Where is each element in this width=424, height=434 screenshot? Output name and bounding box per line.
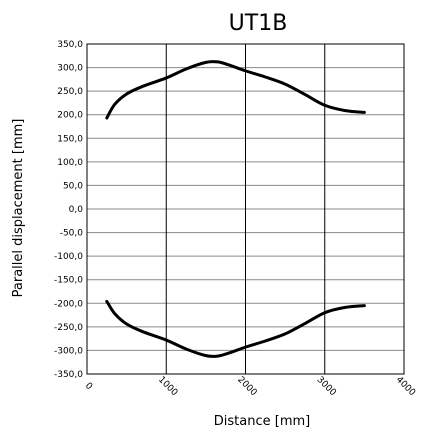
series-line-upper (105, 60, 366, 120)
y-tick-label: -150,0 (54, 276, 83, 286)
x-tick-label: 1000 (156, 375, 179, 398)
y-tick-label: 150,0 (57, 134, 83, 144)
x-tick-label: 4000 (394, 375, 417, 398)
y-tick-label: -50,0 (60, 229, 84, 239)
series-group (105, 60, 366, 358)
y-tick-label: 50,0 (63, 181, 83, 191)
x-tick-labels: 0 1000 2000 3000 4000 (83, 375, 417, 398)
y-tick-label: 100,0 (57, 158, 83, 168)
grid (86, 43, 405, 375)
x-tick-label: 3000 (315, 375, 338, 398)
series-line-lower (105, 299, 366, 358)
y-tick-label: -100,0 (54, 252, 83, 262)
y-tick-label: -300,0 (54, 346, 83, 356)
y-tick-label: 350,0 (57, 40, 83, 50)
x-tick-label: 2000 (235, 375, 258, 398)
y-tick-label: 250,0 (57, 87, 83, 97)
y-tick-label: 300,0 (57, 64, 83, 74)
chart-title: UT1B (229, 11, 288, 36)
y-tick-label: -250,0 (54, 323, 83, 333)
y-tick-label: 200,0 (57, 111, 83, 121)
y-axis-label: Parallel displacement [mm] (11, 119, 26, 298)
x-tick-label: 0 (83, 381, 94, 392)
y-tick-labels: 350,0 300,0 250,0 200,0 150,0 100,0 50,0 0,0 -50… (54, 40, 83, 380)
y-tick-label: -200,0 (54, 299, 83, 309)
y-tick-label: -350,0 (54, 370, 83, 380)
x-axis-label: Distance [mm] (214, 414, 310, 429)
y-tick-label: 0,0 (69, 205, 84, 215)
plot-frame (86, 43, 405, 375)
